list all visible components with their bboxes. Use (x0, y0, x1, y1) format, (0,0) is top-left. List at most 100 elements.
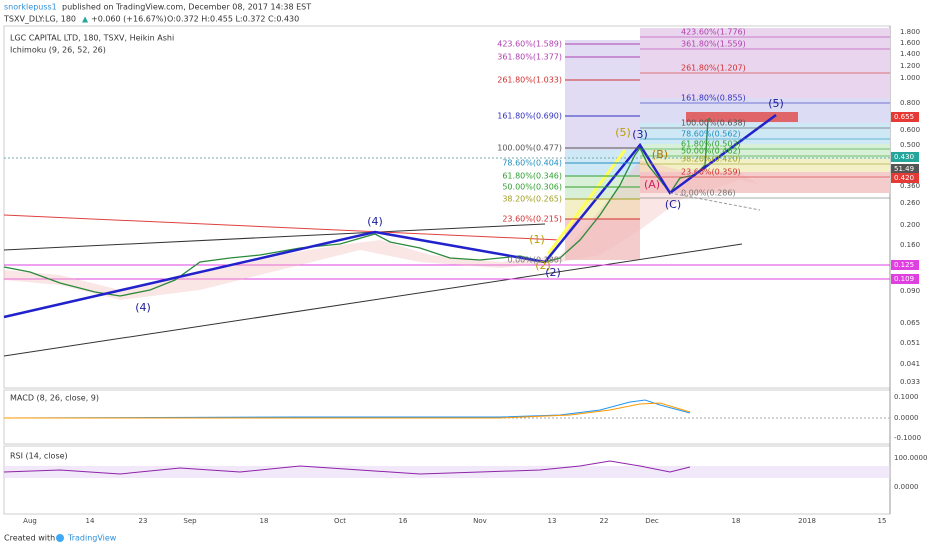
fib-label: 0.00%(0.286) (681, 189, 736, 198)
price-badge: 0.109 (894, 275, 914, 283)
wave-labels: (4)(4)(1)(2)(2)(5) (3)(A)(B)(C)(5) (135, 97, 784, 314)
wave-line (3, 113, 777, 319)
legend: LGC CAPITAL LTD, 180, TSXV, Heikin Ashi (10, 34, 174, 43)
ohlc: O:0.372 H:0.455 L:0.372 C:0.430 (167, 15, 299, 24)
price-badges: 0.655 0.430 51.490.420 0.125 0.109 (891, 112, 919, 284)
wave-label: (2) (535, 259, 551, 272)
time-tick: 2018 (798, 517, 816, 525)
fib-label: 23.60%(0.215) (502, 215, 562, 224)
rsi-line (3, 460, 691, 475)
fib-label: 161.80%(0.855) (681, 94, 746, 103)
price-tick: 0.500 (900, 141, 920, 149)
time-tick: 18 (260, 517, 269, 525)
wave-label: (5) (768, 97, 784, 110)
time-tick: 23 (139, 517, 148, 525)
time-tick: Aug (23, 517, 37, 525)
time-tick: 22 (600, 517, 609, 525)
price-tick: 0.051 (900, 339, 920, 347)
author[interactable]: snorklepuss1 (4, 3, 57, 12)
footer-created: Created with (4, 534, 55, 543)
price-badge: 0.125 (894, 261, 914, 269)
price-tick: 0.260 (900, 199, 920, 207)
rsi-band (4, 466, 890, 478)
wave-label: (C) (665, 198, 681, 211)
price-badge: 51.49 (894, 165, 914, 173)
price-badge-bg (891, 173, 919, 183)
time-axis: Aug 14 23 Sep 18 Oct 16 Nov 13 22 Dec 18 2018 15 (23, 517, 886, 525)
price-tick: 0.041 (900, 360, 920, 368)
fib-zone (640, 123, 890, 144)
price-badge: 0.655 (894, 113, 914, 121)
fib-zone (640, 144, 890, 159)
price-badge-bg (891, 152, 919, 162)
price-tick: 1.400 (900, 50, 920, 58)
wave-label: (A) (644, 178, 660, 191)
wave-label: (1) (529, 233, 545, 246)
fib-label: 361.80%(1.377) (497, 53, 562, 62)
symbol: TSXV_DLY:LG, 180 (3, 15, 76, 24)
time-tick: Nov (473, 517, 487, 525)
fib-label: 423.60%(1.776) (681, 28, 746, 37)
fib-zone (640, 28, 890, 98)
price-tick: 0.160 (900, 241, 920, 249)
price-tick: 1.000 (900, 74, 920, 82)
time-tick: Dec (645, 517, 659, 525)
fib-label: 78.60%(0.404) (502, 159, 562, 168)
rsi-tick: 100.0000 (894, 454, 927, 462)
wave-highlight (546, 149, 627, 255)
rsi-tick: 0.0000 (894, 483, 919, 491)
footer-brand[interactable]: TradingView (67, 534, 117, 543)
fib-label: 50.00%(0.462) (681, 147, 741, 156)
fib-label: 38.20%(0.265) (502, 195, 562, 204)
price-tick: 0.200 (900, 221, 920, 229)
fib-label: 61.80%(0.346) (502, 172, 562, 181)
fib-label: 23.60%(0.359) (681, 168, 741, 177)
price-tick: 1.200 (900, 62, 920, 70)
published: published on TradingView.com, December 0… (62, 3, 311, 12)
price-badge: 0.430 (894, 153, 914, 161)
time-tick: Oct (334, 517, 346, 525)
time-tick: 16 (399, 517, 408, 525)
fib-right-zones (640, 28, 890, 193)
rsi-legend: RSI (14, close) (10, 452, 68, 461)
macd-legend: MACD (8, 26, close, 9) (10, 394, 99, 403)
price-tick: 0.033 (900, 378, 920, 386)
logo (56, 534, 64, 542)
fib-label: 38.20%(0.420) (681, 155, 741, 164)
price-badge-bg (891, 260, 919, 270)
wave-label: (3) (632, 128, 648, 141)
fib-label: 78.60%(0.562) (681, 130, 741, 139)
fib-label: 61.80%(0.503) (681, 140, 741, 149)
time-tick: 18 (732, 517, 741, 525)
change: +0.060 (+16.67%) (91, 15, 167, 24)
legend: Ichimoku (9, 26, 52, 26) (10, 46, 106, 55)
fib-label: 0.00%(0.180) (507, 256, 562, 265)
fib-label: 261.80%(1.207) (681, 64, 746, 73)
projection (669, 192, 761, 211)
fib-label: 100.00%(0.477) (497, 144, 562, 153)
fib-zone (565, 219, 640, 260)
fib-label: 50.00%(0.306) (502, 183, 562, 192)
price-ticks: 1.800 1.600 1.400 1.200 1.000 0.800 0.600 0.500… (900, 28, 920, 386)
price-tick: 0.065 (900, 319, 920, 327)
price-tick: 0.800 (900, 99, 920, 107)
wave-label: (4) (135, 301, 151, 314)
fib-label: 261.80%(1.033) (497, 76, 562, 85)
price-tick: 1.600 (900, 39, 920, 47)
time-tick: Sep (183, 517, 197, 525)
target-box (686, 112, 798, 122)
wave-label: (2) (545, 266, 561, 279)
fib-label: 161.80%(0.690) (497, 112, 562, 121)
macd-tick: -0.1000 (894, 434, 921, 442)
macd-tick: 0.0000 (894, 414, 919, 422)
wave-label: (5) (615, 126, 631, 139)
fib-label: 100.00%(0.638) (681, 119, 746, 128)
fib-left-labels: 423.60%(1.589) 361.80%(1.377) 261.80%(1.03… (497, 40, 640, 265)
price-tick: 1.800 (900, 28, 920, 36)
price-tick: 0.600 (900, 126, 920, 134)
time-tick: 15 (878, 517, 887, 525)
time-tick: 13 (548, 517, 557, 525)
signal-line (4, 402, 691, 419)
price-badge-bg (891, 274, 919, 284)
